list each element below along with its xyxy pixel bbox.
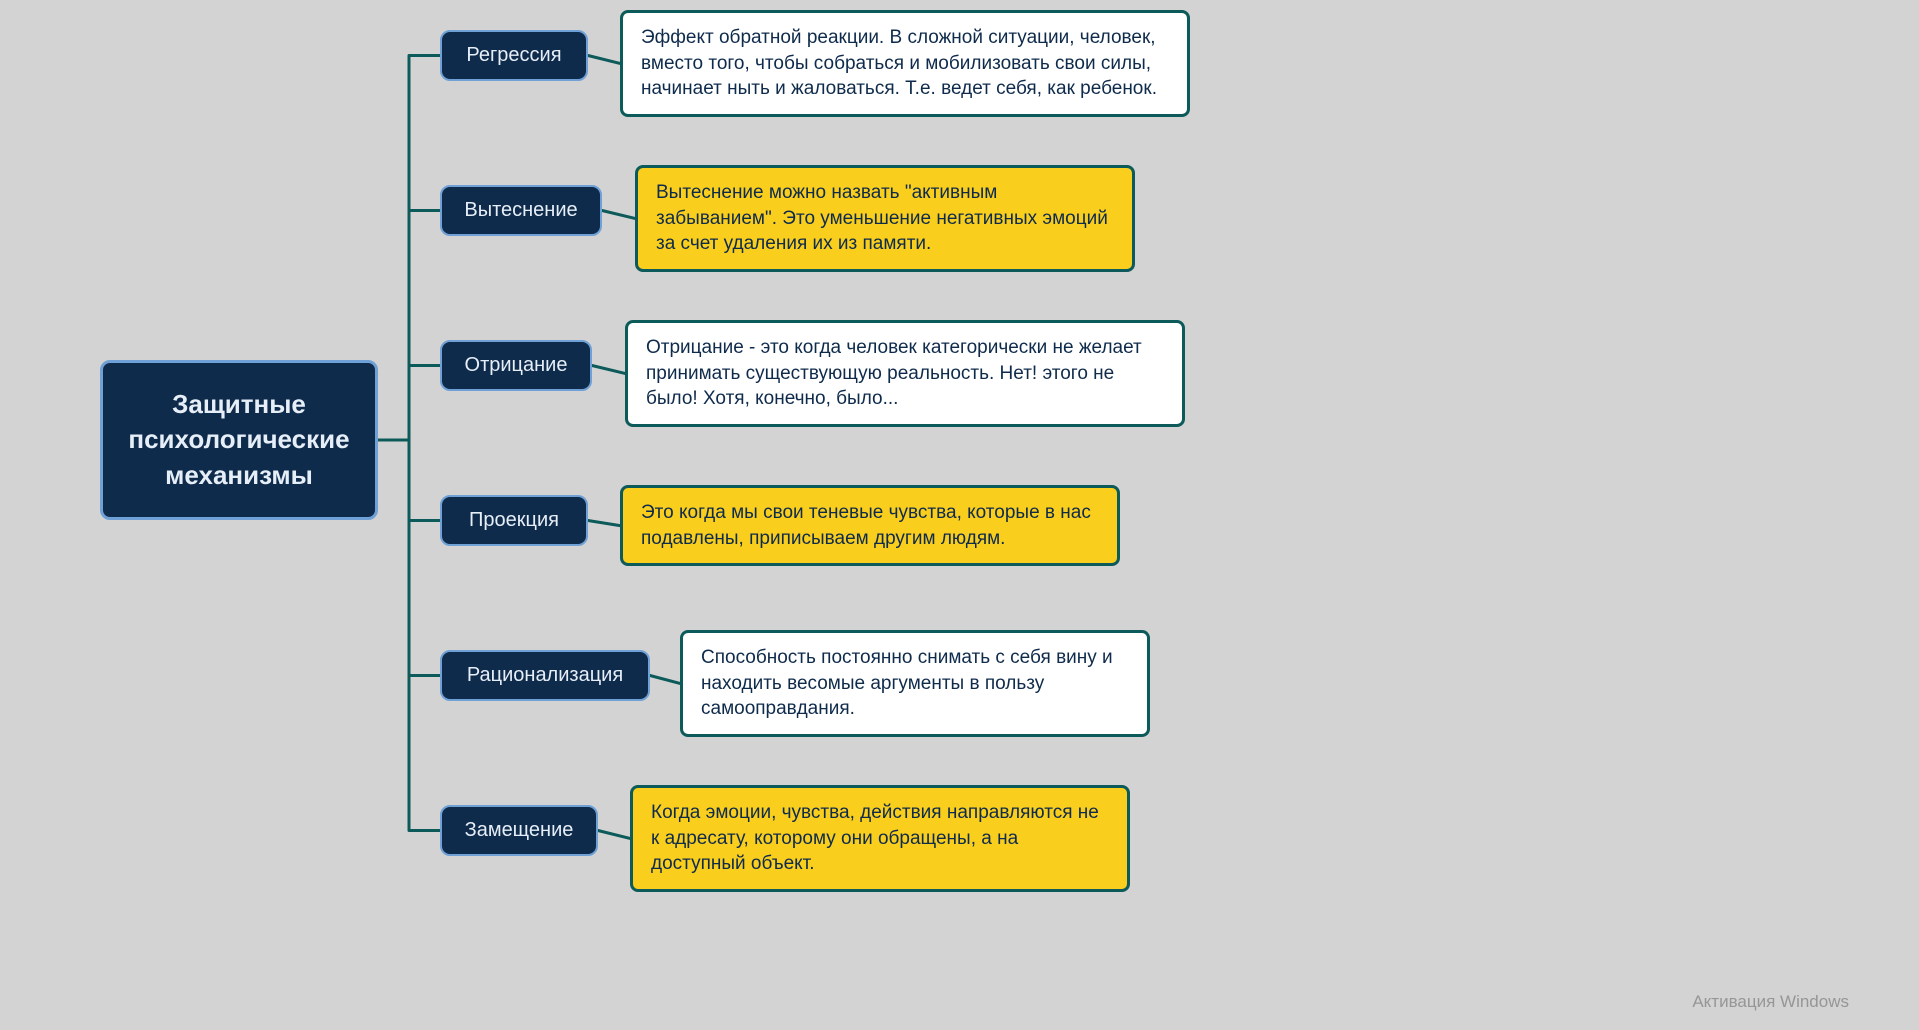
desc-node-1: Вытеснение можно назвать "активным забыв… xyxy=(635,165,1135,272)
desc-node-4: Способность постоянно снимать с себя вин… xyxy=(680,630,1150,737)
desc-node-3: Это когда мы свои теневые чувства, котор… xyxy=(620,485,1120,566)
root-node: Защитные психологические механизмы xyxy=(100,360,378,520)
label-node-2: Отрицание xyxy=(440,340,592,391)
desc-node-2: Отрицание - это когда человек категориче… xyxy=(625,320,1185,427)
desc-node-5: Когда эмоции, чувства, действия направля… xyxy=(630,785,1130,892)
label-node-3: Проекция xyxy=(440,495,588,546)
desc-node-0: Эффект обратной реакции. В сложной ситуа… xyxy=(620,10,1190,117)
watermark-text: Активация Windows xyxy=(1692,992,1849,1012)
diagram-canvas: Активация Windows Защитные психологическ… xyxy=(0,0,1919,1030)
label-node-5: Замещение xyxy=(440,805,598,856)
label-node-1: Вытеснение xyxy=(440,185,602,236)
label-node-0: Регрессия xyxy=(440,30,588,81)
label-node-4: Рационализация xyxy=(440,650,650,701)
